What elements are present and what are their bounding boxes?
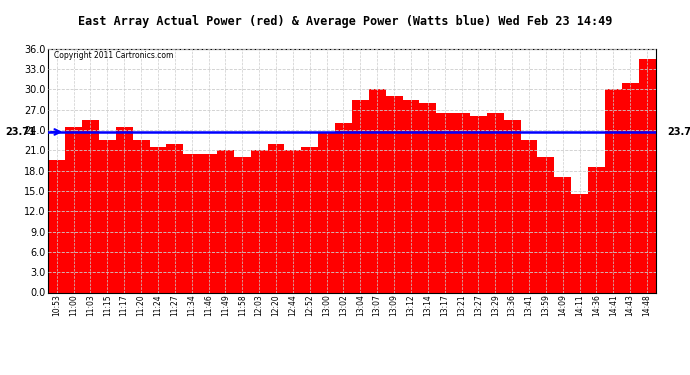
Bar xyxy=(116,127,132,292)
Bar xyxy=(571,194,588,292)
Bar xyxy=(82,120,99,292)
Bar xyxy=(639,59,656,292)
Bar xyxy=(48,160,65,292)
Bar xyxy=(470,117,487,292)
Bar xyxy=(284,150,302,292)
Bar xyxy=(302,147,318,292)
Bar xyxy=(538,157,554,292)
Bar xyxy=(200,154,217,292)
Bar xyxy=(588,167,605,292)
Bar xyxy=(318,134,335,292)
Bar xyxy=(402,99,420,292)
Bar xyxy=(520,140,538,292)
Bar xyxy=(99,140,116,292)
Bar xyxy=(217,150,234,292)
Bar xyxy=(420,103,436,292)
Bar xyxy=(132,140,150,292)
Bar xyxy=(352,99,368,292)
Text: 23.71: 23.71 xyxy=(667,127,690,137)
Text: 23.71: 23.71 xyxy=(6,127,37,137)
Text: Copyright 2011 Cartronics.com: Copyright 2011 Cartronics.com xyxy=(55,51,174,60)
Bar xyxy=(150,147,166,292)
Bar xyxy=(268,144,284,292)
Bar xyxy=(250,150,268,292)
Bar xyxy=(184,154,200,292)
Text: East Array Actual Power (red) & Average Power (Watts blue) Wed Feb 23 14:49: East Array Actual Power (red) & Average … xyxy=(78,15,612,28)
Bar xyxy=(234,157,250,292)
Bar xyxy=(65,127,82,292)
Bar xyxy=(487,113,504,292)
Bar xyxy=(504,120,520,292)
Bar xyxy=(368,89,386,292)
Bar xyxy=(386,96,402,292)
Bar xyxy=(436,113,453,292)
Bar xyxy=(622,82,639,292)
Bar xyxy=(166,144,184,292)
Bar xyxy=(453,113,470,292)
Bar xyxy=(554,177,571,292)
Bar xyxy=(335,123,352,292)
Bar xyxy=(605,89,622,292)
